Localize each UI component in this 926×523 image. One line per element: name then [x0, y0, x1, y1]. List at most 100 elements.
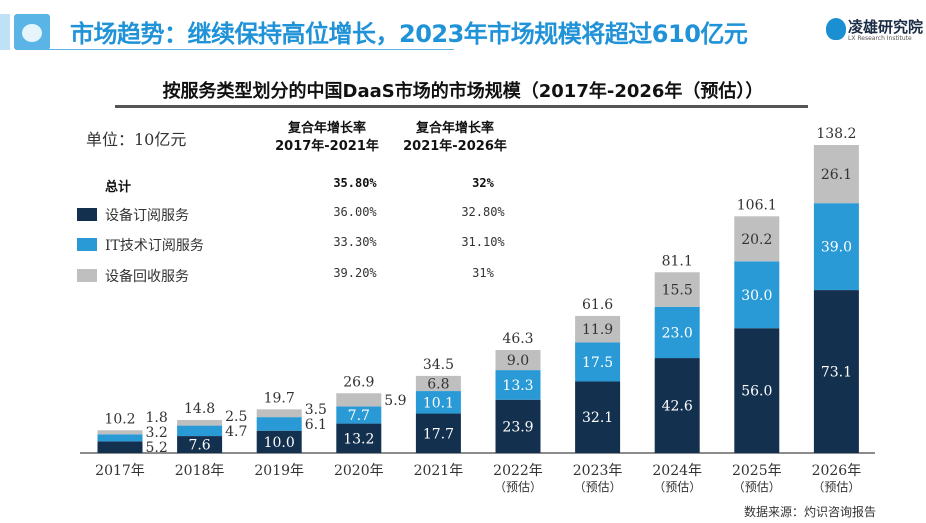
segment-label: 23.9: [502, 419, 533, 435]
x-tick-label: 2023年: [573, 463, 623, 479]
total-label: 138.2: [816, 126, 856, 142]
bar-segment: [495, 370, 541, 400]
bar-segment: [177, 436, 223, 453]
segment-label: 13.3: [502, 378, 533, 394]
bar-segment: [97, 430, 143, 435]
bar-segment: [415, 375, 461, 392]
segment-label: 30.0: [741, 288, 772, 304]
total-label: 10.2: [104, 411, 135, 427]
x-tick-note: （预估）: [574, 480, 622, 494]
bar-segment: [734, 216, 780, 262]
bar-segment: [654, 358, 700, 453]
legend-swatch: [77, 208, 97, 221]
cagr-value-2: 32%: [472, 176, 494, 190]
cagr-header-2-line1: 复合年增长率: [415, 121, 494, 136]
x-tick-label: 2019年: [254, 463, 304, 479]
header-underline: [30, 49, 454, 50]
segment-label: 15.5: [662, 283, 693, 299]
segment-label: 7.6: [188, 438, 210, 454]
total-label: 46.3: [502, 331, 533, 347]
segment-label: 7.7: [348, 408, 370, 424]
total-label: 106.1: [737, 197, 777, 213]
segment-label: 10.0: [264, 435, 295, 451]
cagr-value-2: 31%: [472, 266, 494, 280]
bar-segment: [256, 430, 302, 453]
page-title: 市场趋势：继续保持高位增长，2023年市场规模将超过610亿元: [70, 20, 748, 48]
bar-segment: [813, 203, 859, 291]
x-tick-label: 2025年: [732, 463, 782, 479]
legend-label: 设备回收服务: [105, 269, 189, 285]
bar-segment: [256, 409, 302, 418]
segment-label: 6.1: [305, 417, 327, 433]
brand-logo: 凌雄研究院 LX Research Institute: [826, 14, 926, 44]
header-accent-bar: [0, 14, 10, 50]
total-label: 19.7: [264, 390, 295, 406]
bar-segment: [336, 393, 382, 407]
segment-label: 6.8: [427, 376, 449, 392]
total-label: 14.8: [184, 401, 215, 417]
total-label: 34.5: [423, 357, 454, 373]
bar-segment: [575, 381, 621, 453]
x-tick-label: 2017年: [95, 463, 145, 479]
x-tick-label: 2024年: [652, 463, 702, 479]
legend-label: 总计: [105, 180, 132, 195]
cagr-header-2: 复合年增长率 2021年-2026年: [385, 120, 525, 156]
legend-swatch: [77, 238, 97, 251]
segment-label: 17.7: [423, 426, 454, 442]
cagr-value-1: 33.30%: [333, 235, 377, 249]
bar-segment: [495, 399, 541, 453]
bar-segment: [654, 306, 700, 359]
legend-label: 设备订阅服务: [105, 208, 189, 224]
bar-segment: [336, 406, 382, 424]
x-tick-note: （预估）: [494, 480, 542, 494]
segment-label: 9.0: [507, 353, 529, 369]
segment-label: 17.5: [582, 355, 613, 371]
x-tick-label: 2022年: [493, 463, 543, 479]
x-tick-label: 2026年: [812, 463, 862, 479]
bar-segment: [415, 413, 461, 453]
segment-label: 3.2: [146, 425, 168, 441]
x-tick-label: 2018年: [175, 463, 225, 479]
cagr-header-2-line2: 2021年-2026年: [403, 139, 507, 154]
chart-title: 按服务类型划分的中国DaaS市场的市场规模（2017年-2026年（预估））: [162, 81, 764, 102]
bar-segment: [97, 441, 143, 453]
unit-label: 单位：10亿元: [86, 130, 187, 149]
bar-segment: [336, 423, 382, 453]
x-tick-note: （预估）: [812, 480, 860, 494]
bear-brand-icon: [826, 18, 846, 40]
cagr-header-1-line1: 复合年增长率: [287, 121, 366, 136]
bar-segment: [813, 145, 859, 204]
segment-label: 11.9: [582, 322, 613, 338]
bar-segment: [734, 261, 780, 329]
segment-label: 3.5: [305, 402, 327, 418]
cagr-value-1: 39.20%: [333, 266, 377, 280]
bar-segment: [256, 417, 302, 431]
segment-label: 1.8: [146, 410, 168, 426]
total-label: 26.9: [343, 374, 374, 390]
x-tick-note: （预估）: [653, 480, 701, 494]
segment-label: 73.1: [821, 365, 852, 381]
cagr-value-1: 36.00%: [333, 205, 377, 219]
x-tick-note: （预估）: [733, 480, 781, 494]
bar-segment: [813, 290, 859, 453]
segment-label: 42.6: [662, 399, 693, 415]
segment-label: 10.1: [423, 395, 454, 411]
bar-segment: [654, 272, 700, 307]
brand-subtitle: LX Research Institute: [848, 35, 912, 42]
legend-label: IT技术订阅服务: [105, 238, 204, 254]
bar-segment: [575, 315, 621, 343]
brand-name: 凌雄研究院: [848, 18, 924, 36]
segment-label: 2.5: [225, 409, 247, 425]
x-tick-label: 2021年: [414, 463, 464, 479]
segment-label: 32.1: [582, 410, 613, 426]
segment-label: 5.9: [384, 393, 406, 409]
bar-segment: [415, 391, 461, 414]
bar-segment: [177, 425, 223, 437]
bar-segment: [177, 420, 223, 426]
bar-segment: [575, 342, 621, 382]
bar-segment: [495, 350, 541, 371]
cagr-header-1: 复合年增长率 2017年-2021年: [257, 120, 397, 156]
bar-segment: [97, 434, 143, 442]
cagr-value-1: 35.80%: [333, 176, 377, 190]
